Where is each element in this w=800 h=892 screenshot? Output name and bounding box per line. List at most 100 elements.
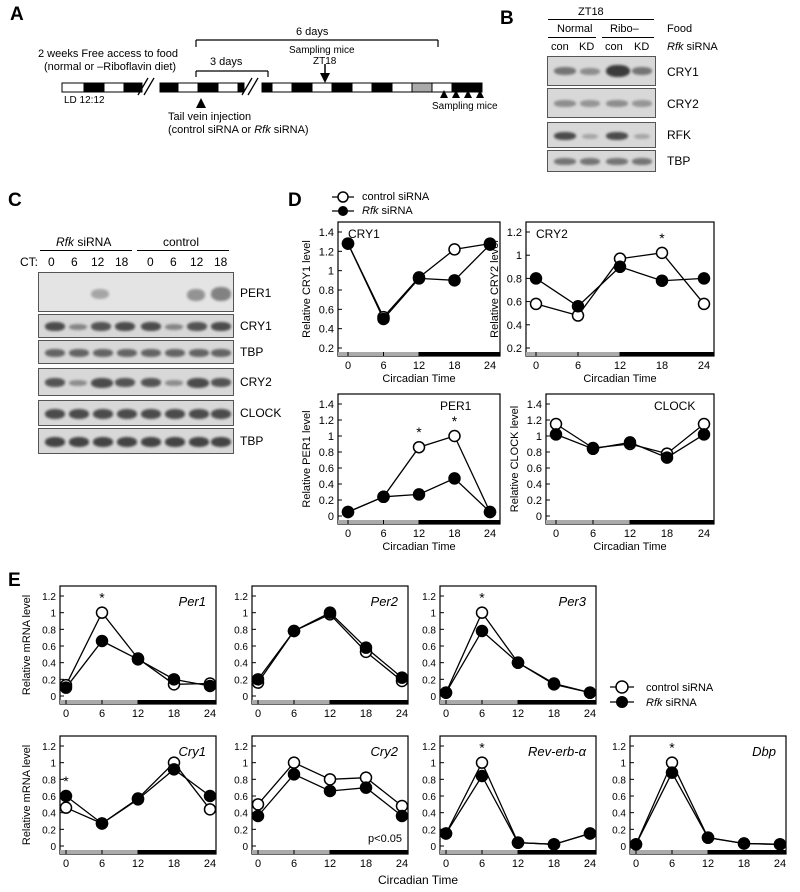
ct-time-1: 0	[48, 255, 55, 269]
rfk-point	[655, 274, 669, 287]
label-zt18: ZT18	[313, 56, 337, 67]
significance-star: *	[99, 590, 105, 606]
dark-phase-bar	[138, 700, 216, 704]
chart-title: Per1	[179, 594, 206, 609]
x-tick-label: 6	[575, 360, 581, 372]
y-tick-label: 0.8	[319, 285, 334, 297]
x-tick-label: 24	[484, 360, 496, 372]
significance-star: *	[669, 740, 675, 756]
sampling-arrowhead-icon	[440, 90, 448, 98]
y-tick-label: 1.2	[234, 742, 248, 753]
y-tick-label: 0.8	[42, 625, 56, 636]
x-tick-label: 0	[63, 858, 69, 870]
y-tick-label: 0.8	[42, 775, 56, 786]
row-label-b-tbp: TBP	[667, 154, 691, 168]
x-tick-label: 12	[614, 360, 626, 372]
rfk-point	[59, 681, 73, 694]
x-tick-label: 12	[413, 528, 425, 540]
panel-label-d: D	[288, 190, 302, 211]
x-tick-label: 12	[512, 708, 524, 720]
y-tick-label: 0.4	[422, 809, 436, 820]
control-point	[475, 606, 489, 619]
chart-title: Per2	[371, 594, 399, 609]
rfk-point	[439, 686, 453, 699]
y-tick-label: 1	[328, 266, 334, 278]
dark-phase-bar	[518, 700, 596, 704]
y-tick-label: 0.4	[527, 479, 542, 491]
label-injection-type: (control siRNA or Rfk siRNA)	[168, 124, 309, 136]
x-tick-label: 0	[633, 858, 639, 870]
control-point	[287, 756, 301, 769]
x-tick-label: 18	[656, 360, 668, 372]
y-tick-label: 1	[430, 759, 436, 770]
y-tick-label: 0.6	[612, 792, 626, 803]
legend-e-rfk: Rfk siRNA	[646, 697, 697, 709]
row-label-b-rfk: RFK	[667, 128, 691, 142]
y-tick-label: 0.6	[42, 642, 56, 653]
y-tick-label: 0.8	[234, 775, 248, 786]
x-tick-label: 18	[548, 858, 560, 870]
y-tick-label: 1.2	[612, 742, 626, 753]
rfk-point	[287, 624, 301, 638]
y-tick-label: 0.4	[234, 809, 248, 820]
significance-star: *	[416, 424, 422, 440]
rfk-point	[131, 653, 145, 666]
y-tick-label: 1.2	[42, 592, 56, 603]
row-label-c-cry1: CRY1	[240, 319, 272, 333]
row-label-b-cry1: CRY1	[667, 65, 699, 79]
y-tick-label: 0	[50, 692, 56, 703]
rfk-point	[613, 260, 627, 274]
ct-time-4: 18	[115, 255, 129, 269]
x-tick-label: 6	[669, 858, 675, 870]
series-line	[257, 611, 403, 680]
y-tick-label: 1.2	[422, 742, 436, 753]
rfk-point	[529, 272, 543, 285]
ct-time-2: 6	[71, 255, 78, 269]
x-tick-label: 0	[533, 360, 539, 372]
x-tick-label: 6	[380, 360, 386, 372]
y-tick-label: 0.6	[422, 792, 436, 803]
y-tick-label: 0.6	[319, 304, 334, 316]
rfk-point	[251, 673, 265, 686]
rfk-point	[448, 472, 461, 485]
y-axis-label: Relative CLOCK level	[509, 406, 521, 512]
chart-title: Rev-erb-α	[528, 744, 587, 759]
y-tick-label: 0.6	[507, 297, 522, 309]
y-tick-label: 0.6	[319, 463, 334, 475]
rfk-point	[475, 769, 489, 783]
y-tick-label: 0.6	[527, 463, 542, 475]
x-tick-label: 6	[99, 708, 105, 720]
x-tick-label: 12	[702, 858, 714, 870]
y-tick-label: 0.2	[527, 495, 542, 507]
light-phase-bar	[338, 352, 419, 356]
dark-phase-bar	[518, 850, 596, 854]
rfk-point	[359, 781, 373, 794]
x-tick-label: 18	[360, 708, 372, 720]
lane-label-1: con	[551, 41, 569, 53]
protocol-timeline	[61, 39, 484, 108]
y-tick-label: 1.2	[42, 742, 56, 753]
y-tick-label: 0.2	[234, 825, 248, 836]
label-ct: CT:	[20, 255, 38, 269]
y-tick-label: 0	[242, 692, 248, 703]
plot-frame	[337, 221, 501, 357]
rfk-point	[95, 817, 109, 830]
x-tick-label: 18	[168, 858, 180, 870]
x-tick-label: 24	[584, 708, 596, 720]
y-tick-label: 0	[430, 692, 436, 703]
legend-e-markers	[610, 680, 634, 708]
x-axis-label: Circadian Time	[382, 541, 455, 553]
rfk-point	[571, 299, 585, 313]
label-3days: 3 days	[210, 56, 243, 68]
legend-open-circle-icon	[337, 191, 349, 203]
y-axis-label: Relative CRY2 level	[489, 240, 501, 338]
dark-phase-bar	[708, 850, 786, 854]
y-tick-label: 1	[536, 431, 542, 443]
x-tick-label: 12	[132, 858, 144, 870]
label-ld: LD 12:12	[64, 95, 105, 106]
blot-c-tbp2	[38, 428, 234, 454]
control-point	[95, 606, 109, 619]
rfk-point	[448, 274, 461, 287]
rfk-point	[377, 312, 390, 326]
